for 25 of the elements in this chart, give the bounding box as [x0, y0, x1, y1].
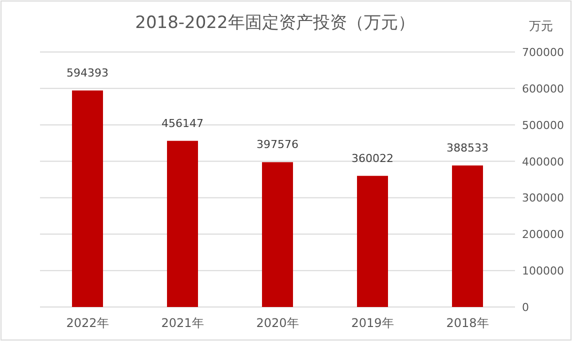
bar: [167, 140, 198, 307]
data-label: 397576: [256, 138, 298, 152]
data-label: 456147: [162, 116, 204, 130]
y-tick-label: 0: [522, 301, 529, 314]
y-tick-label: 300000: [522, 192, 564, 205]
y-tick-label: 400000: [522, 155, 564, 168]
bar: [72, 90, 103, 307]
y-tick-label: 100000: [522, 264, 564, 278]
x-tick-label: 2018年: [446, 316, 489, 330]
bar: [262, 162, 293, 307]
y-tick-label: 500000: [522, 118, 564, 132]
bar: [452, 165, 483, 307]
y-tick-label: 600000: [522, 82, 564, 96]
x-tick-label: 2021年: [161, 316, 204, 330]
chart-title: 2018-2022年固定资产投资（万元）: [135, 13, 415, 33]
y-axis-title: 万元: [529, 19, 553, 33]
x-tick-label: 2019年: [351, 316, 394, 330]
data-label: 388533: [446, 141, 488, 154]
y-tick-label: 700000: [522, 46, 564, 59]
data-label: 594393: [66, 66, 108, 80]
x-tick-label: 2022年: [66, 316, 109, 330]
data-label: 360022: [352, 152, 394, 165]
x-tick-label: 2020年: [256, 316, 299, 330]
y-tick-label: 200000: [522, 228, 564, 242]
bar: [357, 176, 388, 307]
